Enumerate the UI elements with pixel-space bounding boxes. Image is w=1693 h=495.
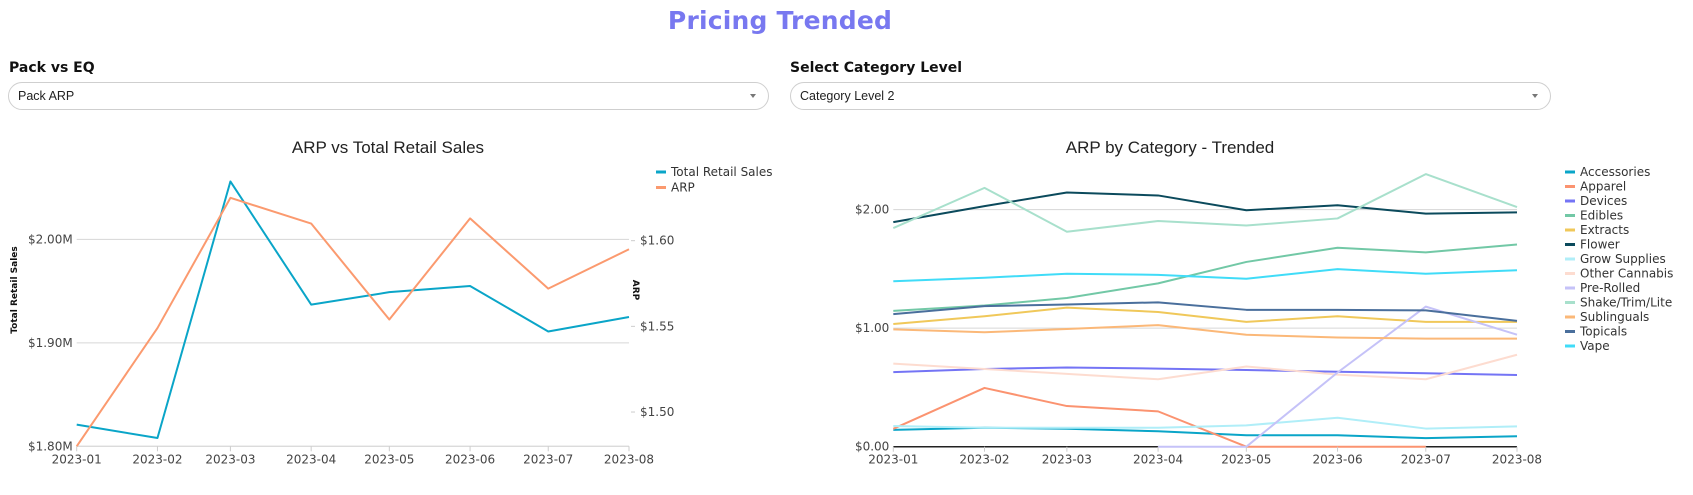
series-line-total-retail-sales[interactable] <box>76 180 630 440</box>
legend-item[interactable]: Sublinguals <box>1565 310 1649 324</box>
legend-item[interactable]: Topicals <box>1565 325 1627 339</box>
y-tick-label: $1.00 <box>855 321 889 335</box>
y2-tick-label: $1.50 <box>640 405 674 419</box>
legend-item[interactable]: Shake/Trim/Lite <box>1565 296 1672 310</box>
y-tick-label: $2.00M <box>28 232 73 246</box>
legend-label: Extracts <box>1580 223 1629 237</box>
category-level-selected-value: Category Level 2 <box>800 89 895 103</box>
series-line-flower[interactable] <box>893 191 1518 224</box>
x-tick-label: 2023-06 <box>1312 453 1362 467</box>
legend-label: Pre-Rolled <box>1580 281 1640 295</box>
x-tick-label: 2023-02 <box>959 453 1009 467</box>
series-line-shake-trim-lite[interactable] <box>892 173 1518 233</box>
legend-item[interactable]: Extracts <box>1565 223 1629 237</box>
chart-title: ARP by Category - Trended <box>1066 138 1275 157</box>
x-tick-label: 2023-01 <box>868 453 918 467</box>
y-axis-title: Total Retail Sales <box>10 246 20 334</box>
category-level-dropdown[interactable]: Category Level 2 <box>790 82 1551 110</box>
series-line-edibles[interactable] <box>893 243 1518 312</box>
legend-item[interactable]: Grow Supplies <box>1565 252 1666 266</box>
x-tick-label: 2023-07 <box>523 452 573 466</box>
legend-label: Edibles <box>1580 209 1623 223</box>
series-line-other-cannabis[interactable] <box>893 353 1518 381</box>
y-tick-label: $1.80M <box>28 439 73 453</box>
page-title: Pricing Trended <box>667 6 893 35</box>
legend-label: Accessories <box>1580 165 1650 179</box>
series-line-vape[interactable] <box>893 268 1518 283</box>
y-tick-label: $0.00 <box>855 440 889 454</box>
arp-by-category-chart: ARP by Category - Trended 2023-01 2023-02… <box>855 138 1673 467</box>
legend-item[interactable]: Accessories <box>1565 165 1650 179</box>
series-line-extracts[interactable] <box>893 306 1517 326</box>
x-tick-label: 2023-07 <box>1401 453 1451 467</box>
series-line-apparel[interactable] <box>892 386 1426 448</box>
legend-label: ARP <box>671 181 695 195</box>
series-line-arp[interactable] <box>75 196 630 447</box>
legend-label: Topicals <box>1579 325 1627 339</box>
chevron-down-icon[interactable] <box>750 94 756 98</box>
legend-item[interactable]: ARP <box>656 181 695 195</box>
y-tick-label: $2.00 <box>855 203 889 217</box>
legend-label: Grow Supplies <box>1580 252 1666 266</box>
y2-tick-label: $1.60 <box>640 234 674 248</box>
x-tick-label: 2023-05 <box>1221 453 1271 467</box>
legend-label: Apparel <box>1580 180 1626 194</box>
legend-label: Flower <box>1580 238 1620 252</box>
x-tick-label: 2023-08 <box>1492 453 1542 467</box>
legend-label: Vape <box>1580 339 1610 353</box>
legend-item[interactable]: Total Retail Sales <box>656 165 773 179</box>
x-tick-label: 2023-03 <box>1042 453 1092 467</box>
pack-vs-eq-dropdown[interactable]: Pack ARP <box>8 82 769 110</box>
category-level-label: Select Category Level <box>790 60 963 76</box>
legend-item[interactable]: Edibles <box>1565 209 1623 223</box>
chevron-down-icon[interactable] <box>1532 94 1538 98</box>
legend-item[interactable]: Apparel <box>1565 180 1626 194</box>
legend-item[interactable]: Flower <box>1565 238 1620 252</box>
series-line-sublinguals[interactable] <box>893 324 1517 340</box>
legend-label: Other Cannabis <box>1580 267 1673 281</box>
legend-label: Devices <box>1580 194 1627 208</box>
legend-label: Sublinguals <box>1580 310 1649 324</box>
legend-item[interactable]: Other Cannabis <box>1565 267 1673 281</box>
arp-vs-sales-chart: ARP vs Total Retail Sales 2023-01 2023-02… <box>10 138 773 466</box>
y-tick-label: $1.90M <box>28 336 73 350</box>
y2-axis-title: ARP <box>630 280 640 301</box>
x-tick-label: 2023-08 <box>604 452 654 466</box>
legend-item[interactable]: Vape <box>1565 339 1610 353</box>
legend-label: Total Retail Sales <box>670 165 773 179</box>
series-line-grow-supplies[interactable] <box>893 416 1518 430</box>
pack-vs-eq-label: Pack vs EQ <box>9 60 95 76</box>
legend-item[interactable]: Devices <box>1565 194 1627 208</box>
x-tick-label: 2023-01 <box>52 452 102 466</box>
x-tick-label: 2023-03 <box>205 452 255 466</box>
series-line-topicals[interactable] <box>893 301 1518 322</box>
x-tick-label: 2023-02 <box>132 452 182 466</box>
x-tick-label: 2023-04 <box>286 452 336 466</box>
x-tick-label: 2023-05 <box>364 452 414 466</box>
legend-item[interactable]: Pre-Rolled <box>1565 281 1640 295</box>
x-tick-label: 2023-06 <box>445 452 495 466</box>
pack-vs-eq-selected-value: Pack ARP <box>18 89 75 103</box>
y2-tick-label: $1.55 <box>640 319 674 333</box>
series-line-devices[interactable] <box>893 366 1518 376</box>
series-line-pre-rolled[interactable] <box>1158 305 1518 448</box>
legend-label: Shake/Trim/Lite <box>1580 296 1672 310</box>
x-tick-label: 2023-04 <box>1133 453 1183 467</box>
chart-title: ARP vs Total Retail Sales <box>292 138 484 157</box>
